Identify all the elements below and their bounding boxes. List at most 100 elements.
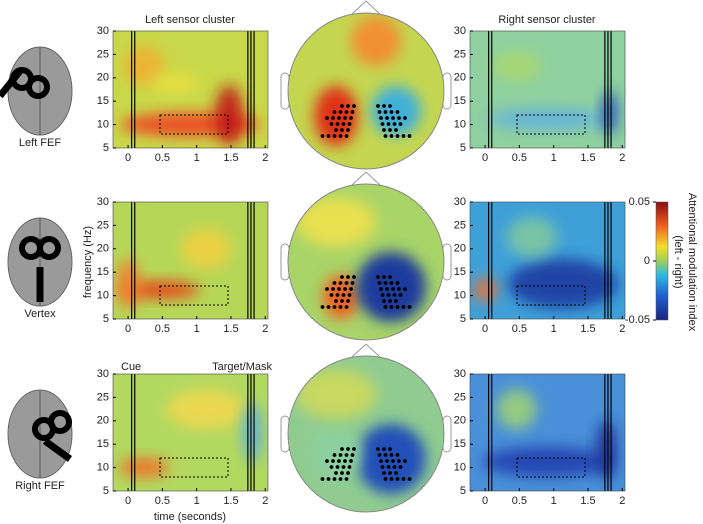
- sensor: [407, 134, 412, 138]
- y-tick-label: 5: [103, 485, 109, 497]
- sensor: [344, 281, 349, 285]
- y-tick-label: 5: [460, 485, 466, 497]
- sensor: [398, 122, 403, 126]
- sensor: [349, 116, 353, 120]
- x-tick-label: 0.5: [512, 152, 527, 164]
- tf-blob: [487, 108, 608, 129]
- y-tick-label: 15: [97, 95, 109, 107]
- sensor: [329, 122, 334, 126]
- x-tick-label: 2: [619, 152, 625, 164]
- y-tick-label: 30: [97, 368, 109, 380]
- sensor: [334, 128, 338, 132]
- y-tick-label: 20: [97, 415, 109, 427]
- tf-map: [470, 374, 625, 491]
- sensor: [395, 453, 400, 457]
- sensor: [350, 453, 355, 457]
- sensor: [398, 293, 403, 297]
- tf-blob: [181, 228, 231, 269]
- sensor: [394, 471, 398, 475]
- sensor: [388, 104, 392, 108]
- x-tick-label: 1: [194, 323, 200, 335]
- sensor: [395, 477, 400, 481]
- row-label: Vertex: [24, 308, 56, 320]
- sensor: [346, 275, 350, 279]
- nose: [351, 171, 381, 186]
- topo-blob: [356, 252, 426, 322]
- x-tick-label: 1.5: [580, 495, 595, 507]
- y-tick-label: 10: [454, 119, 466, 131]
- sensor: [403, 116, 407, 120]
- sensor: [379, 459, 383, 463]
- sensor: [385, 459, 389, 463]
- x-tick-label: 2: [619, 323, 625, 335]
- sensor: [380, 465, 385, 469]
- roi-box: [516, 457, 586, 478]
- topo-map: [288, 356, 444, 512]
- y-tick-label: 25: [97, 219, 109, 231]
- y-tick-label: 5: [460, 142, 466, 154]
- coil-handle: [0, 68, 23, 99]
- sensor: [343, 116, 347, 120]
- x-tick-label: 0.5: [155, 323, 170, 335]
- sensor: [346, 471, 350, 475]
- sensor: [341, 122, 346, 126]
- head-outline: [287, 355, 445, 513]
- topo-blob: [323, 275, 359, 319]
- sensor: [401, 134, 406, 138]
- y-tick-label: 25: [454, 48, 466, 60]
- sensor: [332, 134, 337, 138]
- x-tick-label: 1.5: [580, 323, 595, 335]
- sensor: [376, 104, 380, 108]
- sensor: [340, 275, 344, 279]
- sensor: [389, 110, 394, 114]
- y-tick-label: 20: [454, 72, 466, 84]
- y-tick-label: 30: [97, 25, 109, 37]
- x-tick-label: 2: [262, 323, 268, 335]
- tf-map: [470, 31, 625, 148]
- y-tick-label: 15: [454, 438, 466, 450]
- x-tick-label: 2: [262, 152, 268, 164]
- y-tick-label: 25: [454, 219, 466, 231]
- sensor: [338, 134, 343, 138]
- colorbar: [655, 201, 669, 321]
- sensor: [395, 134, 400, 138]
- panel-frame: [112, 30, 269, 149]
- coil-loop: [37, 236, 61, 260]
- y-tick-label: 5: [460, 313, 466, 325]
- sensor: [343, 287, 347, 291]
- sensor: [380, 293, 385, 297]
- roi-box: [159, 457, 229, 478]
- nose: [351, 343, 381, 358]
- sensor: [340, 447, 344, 451]
- tf-blob: [601, 90, 618, 135]
- tf-blob: [596, 420, 617, 481]
- sensor: [352, 447, 356, 451]
- tf-blob: [496, 389, 537, 430]
- y-tick-label: 10: [454, 290, 466, 302]
- sensor: [389, 134, 394, 138]
- sensor: [379, 116, 383, 120]
- sensor: [320, 134, 325, 138]
- coil-loop: [26, 75, 50, 99]
- sensor: [329, 293, 334, 297]
- topo-blob: [356, 424, 426, 494]
- sensor: [347, 122, 352, 126]
- y-tick-label: 30: [97, 196, 109, 208]
- row-label: Right FEF: [15, 480, 65, 492]
- tf-map: [113, 31, 268, 148]
- x-tick-label: 0: [482, 323, 488, 335]
- column-title: Right sensor cluster: [498, 14, 596, 26]
- annotation: Cue: [121, 361, 141, 373]
- y-tick-label: 15: [454, 266, 466, 278]
- sensor: [332, 453, 337, 457]
- sensor: [386, 122, 391, 126]
- sensor: [335, 465, 340, 469]
- y-tick-label: 30: [454, 368, 466, 380]
- sensor: [385, 287, 389, 291]
- sensor: [349, 287, 353, 291]
- sensor: [382, 128, 386, 132]
- sensor: [382, 447, 386, 451]
- sensor: [340, 128, 344, 132]
- roi-box: [516, 114, 586, 135]
